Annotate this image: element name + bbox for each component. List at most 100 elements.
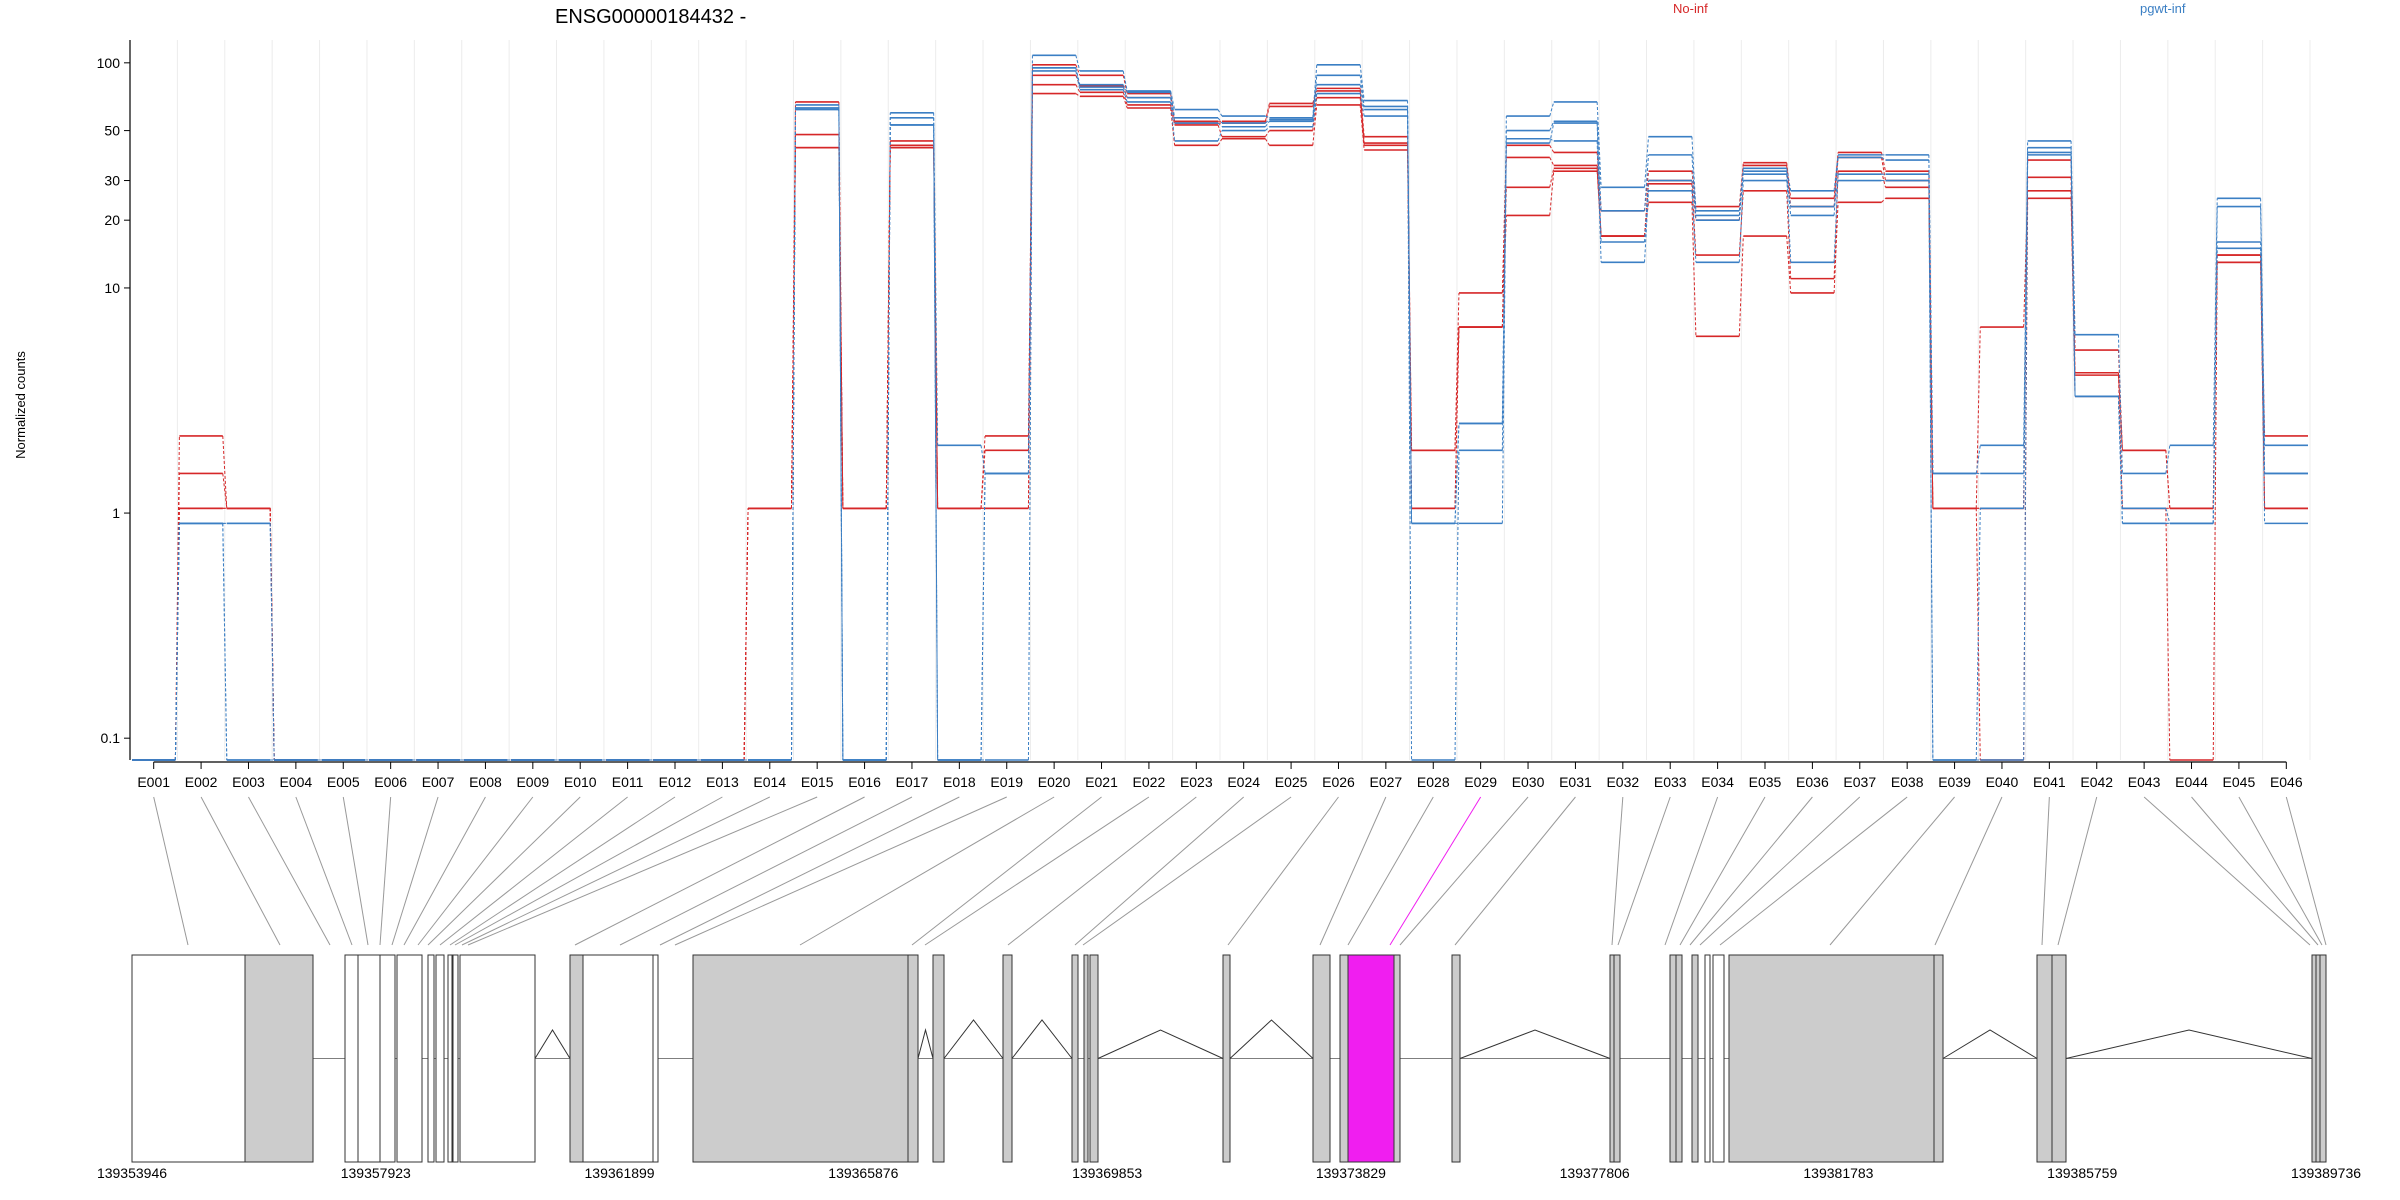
series-connector [1407,116,1413,761]
exon-block [447,954,453,1163]
exon-connector [295,796,353,946]
series-connector [1549,168,1555,188]
exon-labels: E001 E002 E003 E004 E005 E006 E007 E008 E009 E010… [137,774,2303,790]
series-connector [1122,86,1128,98]
exon-block [1222,954,1231,1163]
series-connector [1075,55,1081,72]
exon-connector [403,796,486,946]
series-connector [1691,180,1697,216]
series-connector [1217,130,1223,142]
exon-connector [799,796,1055,946]
exon-connectors [153,796,2327,946]
series-connector [980,473,986,761]
series-connector [269,523,275,761]
exon-label-e024: E024 [1227,774,1260,790]
exon-label-e030: E030 [1512,774,1545,790]
series-connector [743,508,749,761]
exon-block [1691,954,1699,1163]
exon-label-e022: E022 [1133,774,1166,790]
series-connector [222,473,228,509]
genomic-coordinate-label: 139361899 [585,1165,655,1181]
exon-block [2036,954,2053,1163]
series-connector [1075,84,1081,93]
y-axis-title: Normalized counts [13,351,28,459]
exon-connector [1347,796,1434,946]
intron-line [2065,1029,2313,1059]
series-connector [1786,165,1792,207]
series-connector [1122,84,1128,93]
exon-connector [467,796,818,946]
exon-connector [1664,796,1719,946]
axes: 0.1 1 10 20 30 50 100 [97,40,2287,769]
series-connector [1264,103,1270,122]
y-tick-label: 1 [112,505,120,521]
series-connector [1833,180,1839,207]
exon-label-e042: E042 [2080,774,2113,790]
exon-block [1675,954,1683,1163]
series-connector [1786,168,1792,191]
exon-label-e027: E027 [1370,774,1403,790]
exon-block [1089,954,1099,1163]
series-connector [1217,124,1223,137]
exon-block [2319,954,2327,1163]
series-connector [1359,64,1365,101]
exon-label-e040: E040 [1986,774,2019,790]
exon-connector [379,796,392,946]
exon-connector [1227,796,1339,946]
exon-label-e008: E008 [469,774,502,790]
exon-block [1339,954,1349,1163]
genomic-coordinate-label: 139385759 [2047,1165,2117,1181]
exon-label-e036: E036 [1796,774,1829,790]
exon-connector [342,796,369,946]
exon-block [459,954,536,1163]
series-connector [1075,67,1081,88]
y-tick-label: 100 [97,55,121,71]
series-connector [1738,174,1744,216]
exon-connector [659,796,960,946]
exon-connector [2143,796,2311,946]
series-connector [1691,183,1697,256]
highlighted-exon-connector [1389,796,1482,946]
exon-block [344,954,359,1163]
series-connector [1075,93,1081,97]
series-connector [2117,334,2123,474]
exon-block [2311,954,2317,1163]
series-connector [1738,236,1744,337]
exon-label-e041: E041 [2033,774,2066,790]
series-connector [2023,152,2029,761]
exon-connector [1699,796,1861,946]
exon-label-e017: E017 [896,774,929,790]
exon-block [1704,954,1711,1163]
genomic-coordinate-label: 139369853 [1072,1165,1142,1181]
exon-label-e014: E014 [753,774,786,790]
exon-connector [461,796,770,946]
exon-block [452,954,459,1163]
series-connector [2260,248,2266,524]
series-connector [2260,241,2266,474]
series-connector [1312,84,1318,122]
series-connector [1170,104,1176,125]
exon-label-e006: E006 [374,774,407,790]
exon-label-e028: E028 [1417,774,1450,790]
series-connector [222,435,228,509]
series-connector [2165,508,2171,761]
series-connector [1075,64,1081,76]
series-connector [1407,106,1413,524]
series-connector [1454,450,1460,761]
exon-connector [200,796,281,946]
series-connector [1075,75,1081,87]
series-connector [1644,136,1650,188]
legend-label-pgwt-inf: pgwt-inf [2140,1,2186,16]
exon-label-e010: E010 [564,774,597,790]
series-connector [1217,109,1223,117]
exon-label-e002: E002 [185,774,218,790]
exon-block [1933,954,1944,1163]
y-tick-label: 0.1 [101,730,121,746]
series-connector [1786,180,1792,207]
exon-connector [248,796,331,946]
exon-label-e013: E013 [706,774,739,790]
exon-label-e033: E033 [1654,774,1687,790]
series-connector [1454,423,1460,524]
exon-label-e005: E005 [327,774,360,790]
exon-block [932,954,945,1163]
